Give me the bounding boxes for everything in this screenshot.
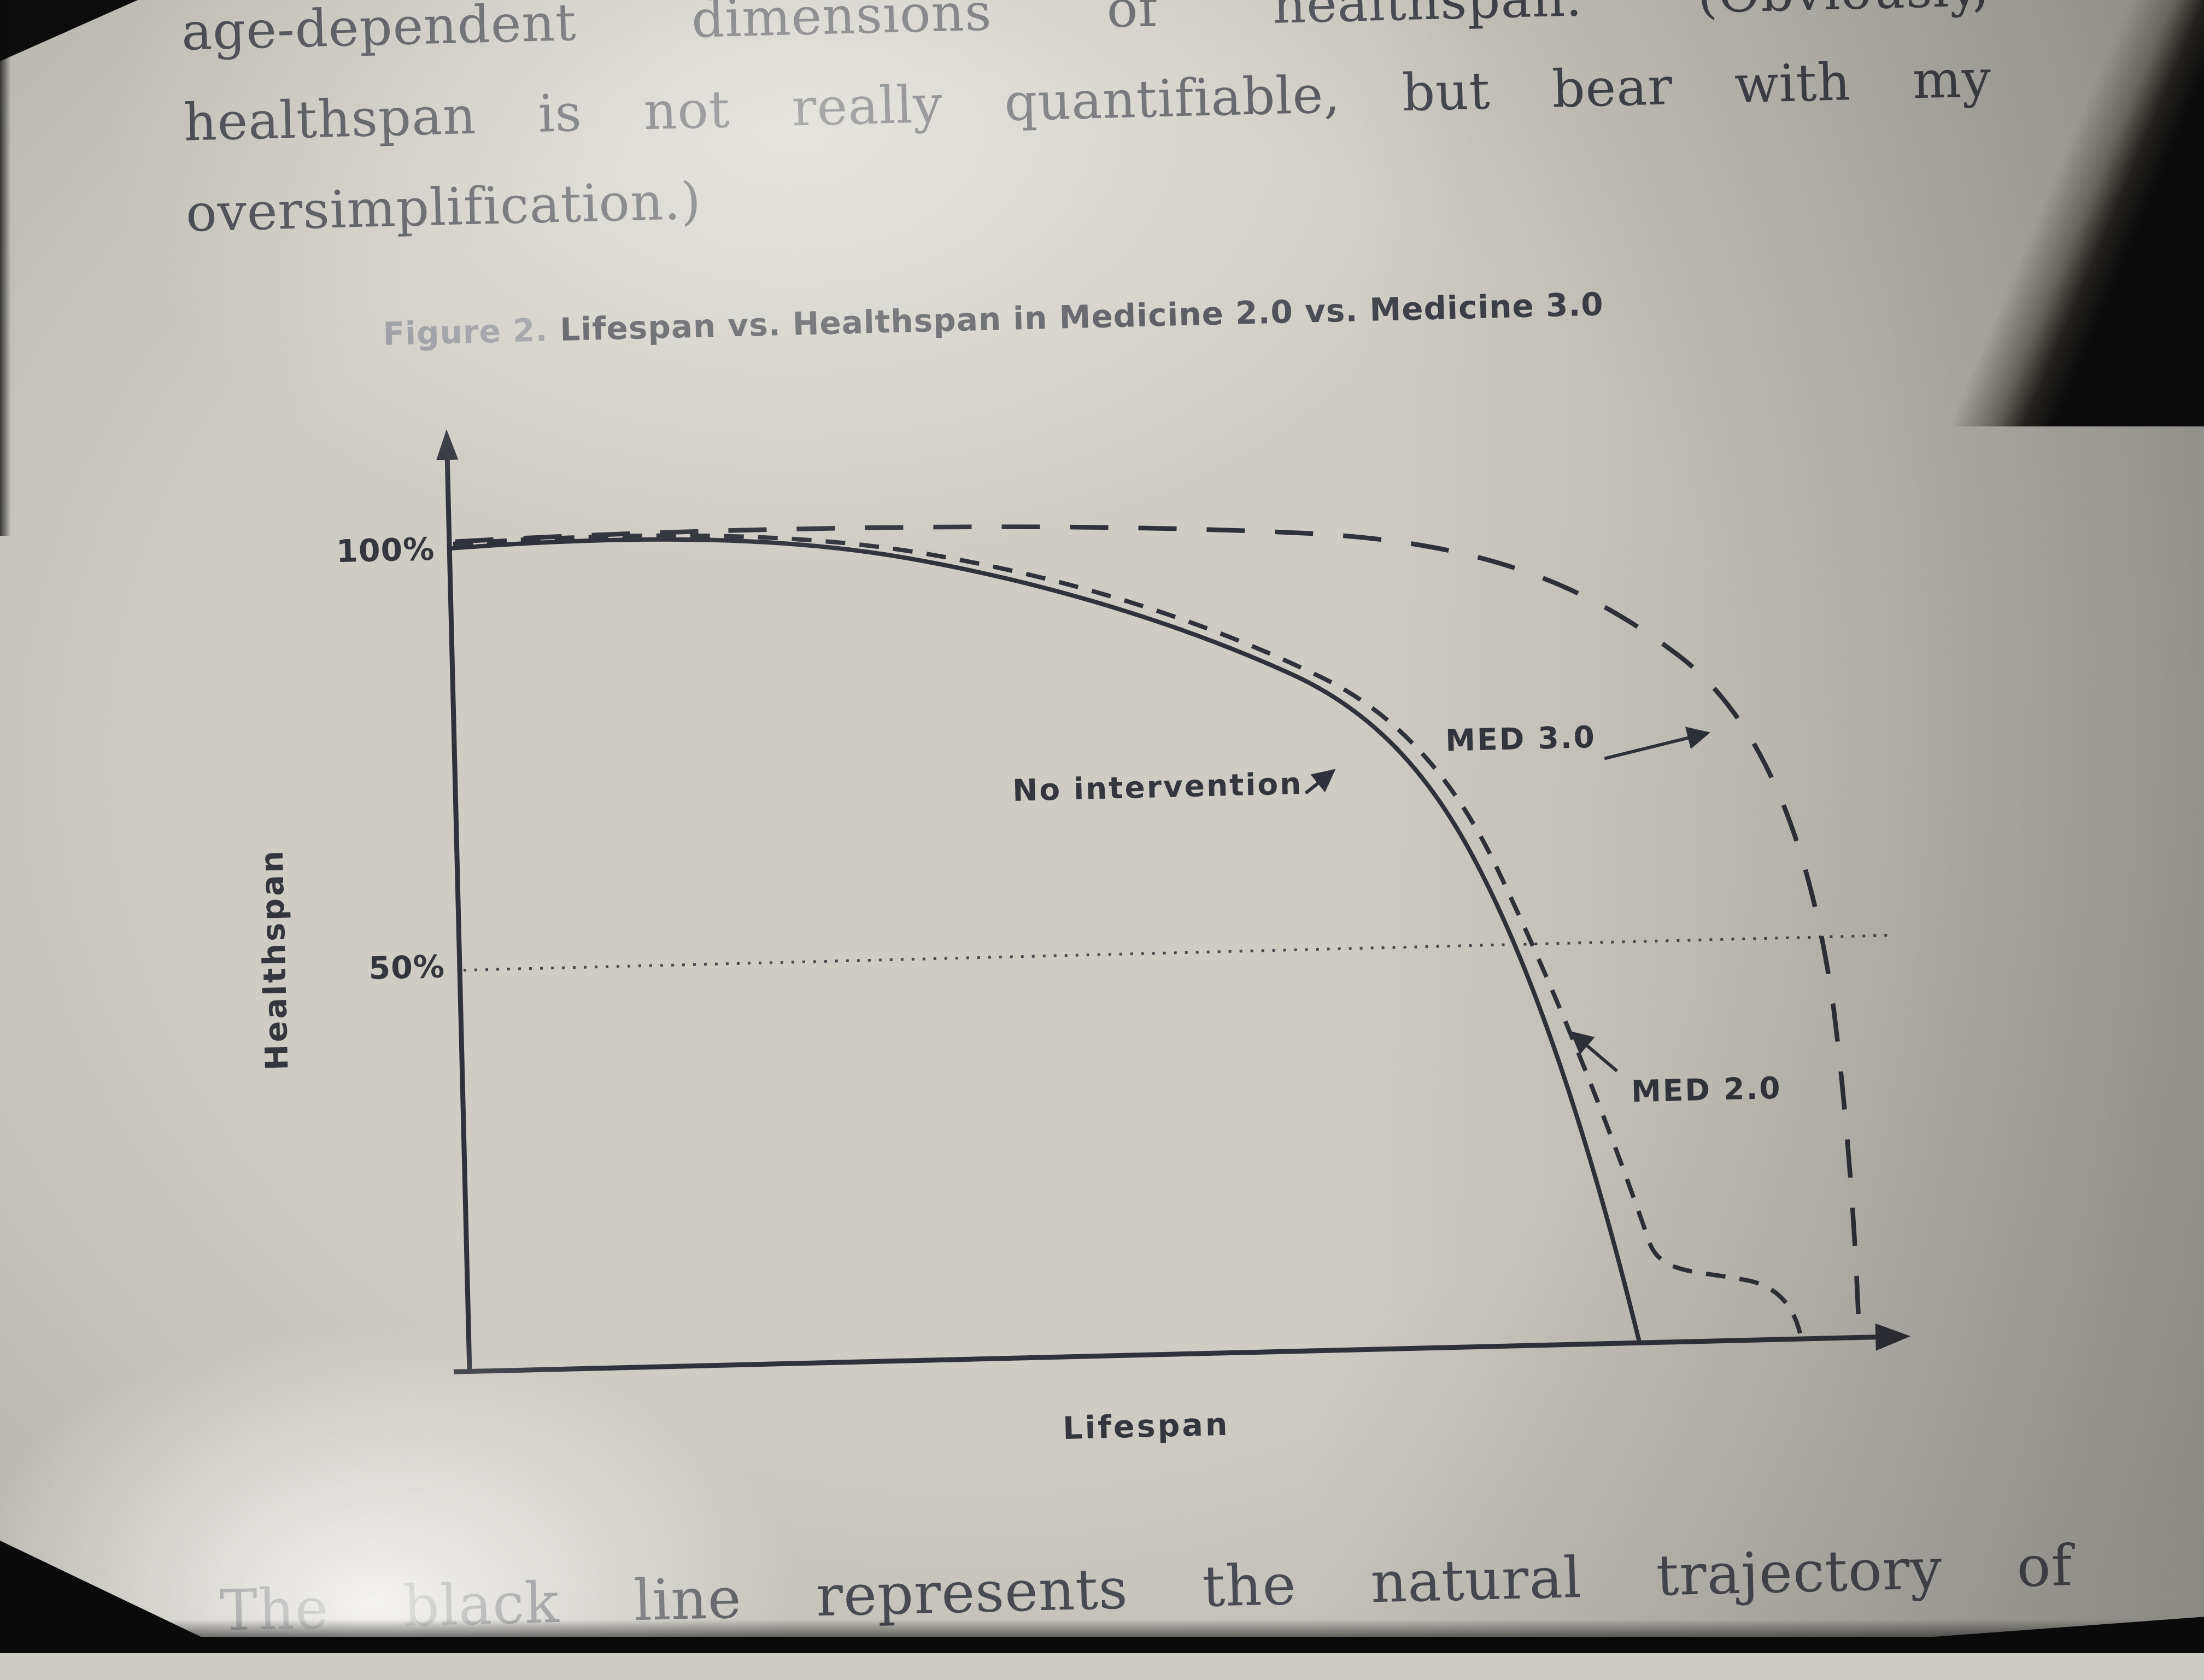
series-med-3-0-line <box>455 524 1862 1338</box>
annotation-med-2-0: MED 2.0 <box>1631 1070 1783 1109</box>
annotation-med-3-0: MED 3.0 <box>1445 719 1597 758</box>
figure-caption-title: Lifespan vs. Healthspan in Medicine 2.0 … <box>559 285 1604 348</box>
figure-chart <box>422 390 1921 1388</box>
chart-canvas <box>436 429 1911 1374</box>
y-axis <box>444 447 472 1373</box>
x-axis <box>453 1334 1886 1374</box>
ytick-50: 50% <box>368 949 446 987</box>
x-axis-title: Lifespan <box>1062 1406 1230 1447</box>
med-2-0-arrow-icon <box>1569 1031 1619 1073</box>
figure-caption: Figure 2. Lifespan vs. Healthspan in Medi… <box>383 277 1968 353</box>
y-axis-title: Healthspan <box>254 848 296 1071</box>
no-intervention-arrow-icon <box>1304 769 1336 795</box>
x-axis-arrow-icon <box>1875 1323 1911 1351</box>
med-3-0-arrow-icon <box>1604 727 1710 760</box>
y-axis-arrow-icon <box>436 429 459 460</box>
gridline-50pct <box>464 934 1891 972</box>
figure-caption-label: Figure 2. <box>382 311 549 353</box>
paragraph: age-dependent dimensions of healthspan. … <box>180 0 1995 260</box>
bottom-paragraph: The black line represents the natural tr… <box>219 1533 2074 1644</box>
ytick-100: 100% <box>336 531 436 570</box>
series-med-2-0-line <box>453 533 1804 1339</box>
series-no-intervention-line <box>450 537 1642 1344</box>
